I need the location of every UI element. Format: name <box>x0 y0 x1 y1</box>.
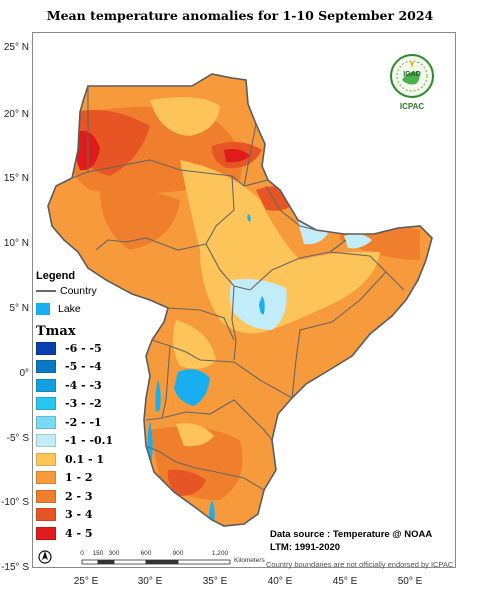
lat-tick-15s: -15° S <box>1 562 29 573</box>
legend-class-label: 0.1 - 1 <box>65 452 105 466</box>
igad-emblem-icon: IGAD <box>390 54 434 98</box>
legend-class-label: -1 - -0.1 <box>65 434 114 448</box>
legend-class-list: -6 - -5 -5 - -4 -4 - -3 -3 - -2 -2 - -1 -1 - … <box>36 339 140 543</box>
source-line: Data source : Temperature @ NOAA <box>270 529 433 540</box>
legend-class-row: -4 - -3 <box>36 376 140 395</box>
lon-tick-35e: 35° E <box>202 576 228 587</box>
legend-class-row: 1 - 2 <box>36 469 140 488</box>
legend-class-row: -6 - -5 <box>36 339 140 358</box>
legend-class-swatch <box>36 397 56 411</box>
lat-tick-5s: -5° S <box>6 433 29 444</box>
legend-class-label: 4 - 5 <box>65 526 93 540</box>
legend-class-row: -1 - -0.1 <box>36 432 140 451</box>
lat-tick-0: 0° <box>19 368 29 379</box>
legend-class-swatch <box>36 471 56 485</box>
legend-class-swatch <box>36 489 56 503</box>
scale-tick: 900 <box>172 550 184 557</box>
scale-tick: 1,200 <box>211 550 229 557</box>
legend-class-row: 0.1 - 1 <box>36 450 140 469</box>
map-frame <box>32 32 456 568</box>
north-arrow-icon <box>38 550 52 564</box>
lon-tick-45e: 45° E <box>332 576 358 587</box>
legend-country-label: Country <box>60 285 97 297</box>
map-title: Mean temperature anomalies for 1-10 Sept… <box>46 8 434 23</box>
legend-class-label: 3 - 4 <box>65 508 93 522</box>
legend-class-row: -3 - -2 <box>36 395 140 414</box>
legend-class-label: 2 - 3 <box>65 489 93 503</box>
legend-class-label: -3 - -2 <box>65 397 102 411</box>
logo-badge-text: IGAD <box>403 71 421 78</box>
legend-lake: Lake <box>36 300 140 318</box>
lat-tick-25n: 25° N <box>3 42 29 53</box>
lon-tick-40e: 40° E <box>267 576 293 587</box>
scale-tick: 0 <box>80 550 84 557</box>
legend-class-label: 1 - 2 <box>65 471 93 485</box>
legend-heading: Legend <box>36 270 76 282</box>
legend-class-swatch <box>36 378 56 392</box>
legend-class-label: -2 - -1 <box>65 415 102 429</box>
legend-class-swatch <box>36 360 56 374</box>
legend-class-row: -2 - -1 <box>36 413 140 432</box>
lat-tick-15n: 15° N <box>3 173 29 184</box>
legend-class-row: 2 - 3 <box>36 487 140 506</box>
scale-unit: Kilometers <box>234 557 265 564</box>
icpac-logo: IGAD ICPAC <box>388 52 436 111</box>
lat-tick-10n: 10° N <box>3 238 29 249</box>
lon-tick-30e: 30° E <box>137 576 163 587</box>
legend-class-row: -5 - -4 <box>36 358 140 377</box>
legend-variable: Tmax <box>36 324 76 339</box>
data-source: Data source : Temperature @ NOAA LTM: 19… <box>270 528 432 554</box>
scale-bar: 0 150 300 600 900 1,200 Kilometers <box>80 550 265 570</box>
legend-class-swatch <box>36 526 56 540</box>
legend-class-label: -5 - -4 <box>65 360 102 374</box>
country-line-swatch <box>36 290 56 292</box>
logo-name: ICPAC <box>399 102 425 111</box>
lake-swatch <box>36 303 50 315</box>
lat-tick-5n: 5° N <box>9 303 29 314</box>
legend-class-row: 4 - 5 <box>36 524 140 543</box>
scale-bar-graphic <box>81 559 231 565</box>
scale-tick: 150 <box>92 550 104 557</box>
country-boundaries <box>71 86 405 491</box>
legend-class-swatch <box>36 434 56 448</box>
ltm-line: LTM: 1991-2020 <box>270 542 341 553</box>
map-legend: Legend Country Lake Tmax -6 - -5 -5 - -4-… <box>36 270 140 543</box>
legend-class-swatch <box>36 508 56 522</box>
legend-class-label: -4 - -3 <box>65 378 102 392</box>
legend-class-label: -6 - -5 <box>65 341 102 355</box>
legend-class-swatch <box>36 452 56 466</box>
lon-tick-50e: 50° E <box>397 576 423 587</box>
legend-class-swatch <box>36 415 56 429</box>
lon-tick-25e: 25° E <box>73 576 99 587</box>
lat-tick-10s: -10° S <box>1 497 29 508</box>
scale-tick: 600 <box>140 550 152 557</box>
legend-class-swatch <box>36 341 56 355</box>
region-outline <box>47 73 433 527</box>
scale-tick: 300 <box>108 550 120 557</box>
lat-tick-20n: 20° N <box>3 109 29 120</box>
boundary-disclaimer: Country boundaries are not officially en… <box>266 560 454 569</box>
legend-country: Country <box>36 282 140 300</box>
legend-class-row: 3 - 4 <box>36 506 140 525</box>
legend-lake-label: Lake <box>58 303 81 315</box>
